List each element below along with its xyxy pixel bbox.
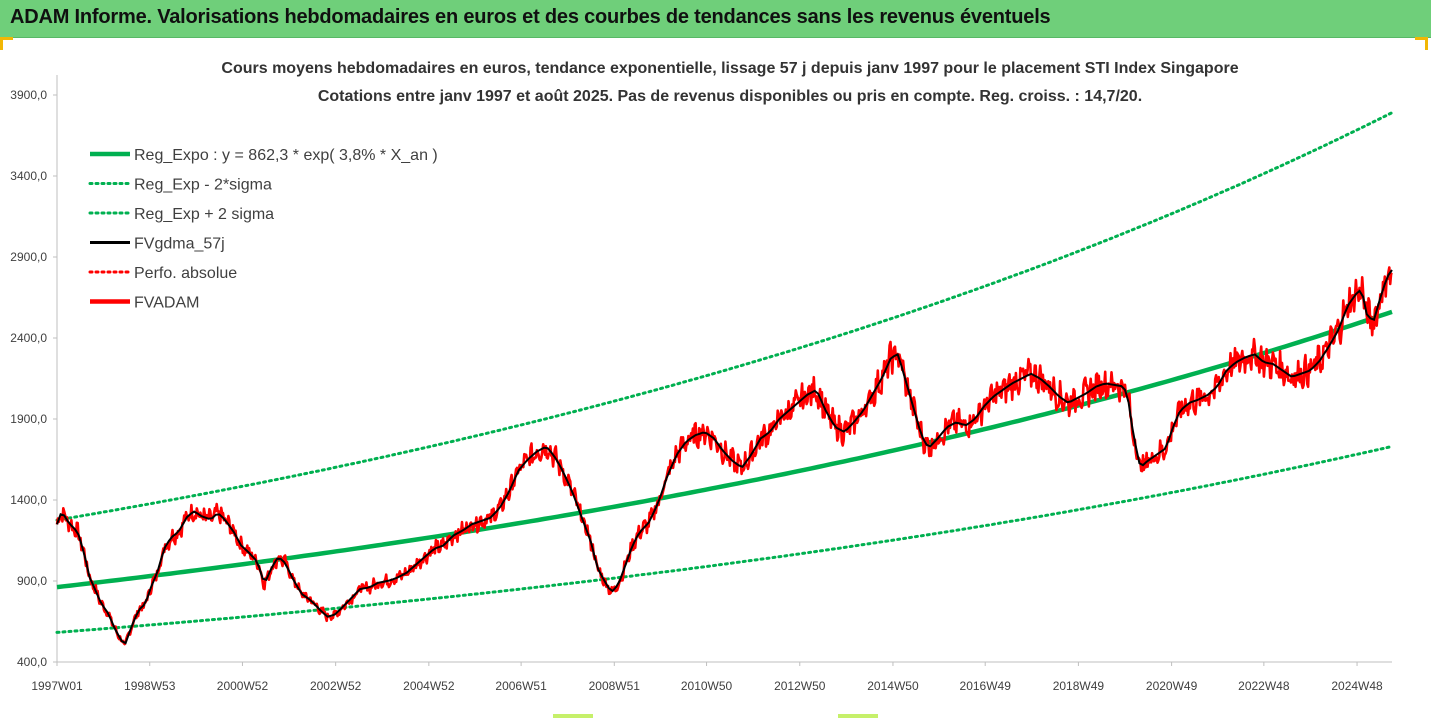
header-banner: ADAM Informe. Valorisations hebdomadaire… (0, 0, 1431, 38)
x-tick-label: 2008W51 (589, 679, 641, 693)
x-tick-label: 2012W50 (774, 679, 826, 693)
series-line-reg-exp-minus-2-sigma (55, 444, 1394, 634)
y-axis-ticks: 400,0 900,0 1400,0 1900,0 2400,0 2900,0 3400,0… (10, 88, 57, 669)
series-line-fvadam (55, 266, 1393, 646)
legend-label: Perfo. absolue (134, 265, 237, 282)
x-tick-label: 2006W51 (495, 679, 547, 693)
legend: Reg_Expo : y = 862,3 * exp( 3,8% * X_an … (88, 147, 438, 312)
y-tick-label: 2400,0 (10, 331, 47, 345)
y-tick-label: 3900,0 (10, 88, 47, 102)
series-line-reg-exp-plus-2-sigma (55, 111, 1394, 522)
axes (56, 75, 1392, 663)
x-tick-label: 2014W50 (867, 679, 919, 693)
bottom-handle-right (838, 714, 878, 718)
y-tick-label: 400,0 (17, 655, 47, 669)
x-tick-label: 2018W49 (1053, 679, 1105, 693)
y-tick-label: 2900,0 (10, 250, 47, 264)
legend-label: Reg_Exp - 2*sigma (134, 177, 272, 194)
y-tick-label: 1900,0 (10, 412, 47, 426)
x-tick-label: 2016W49 (960, 679, 1012, 693)
x-tick-label: 2024W48 (1331, 679, 1383, 693)
series-line-fvgdma-57j (56, 269, 1393, 645)
y-tick-label: 1400,0 (10, 493, 47, 507)
bottom-handle-left (553, 714, 593, 718)
chart-title: Cours moyens hebdomadaires en euros, ten… (221, 60, 1239, 77)
chart-subtitle: Cotations entre janv 1997 et août 2025. … (317, 88, 1143, 105)
legend-label: FVADAM (134, 295, 199, 312)
corner-handle-left (0, 37, 13, 50)
x-tick-label: 2000W52 (217, 679, 269, 693)
legend-label: FVgdma_57j (134, 236, 225, 253)
y-tick-label: 3400,0 (10, 169, 47, 183)
legend-label: Reg_Exp + 2 sigma (134, 206, 274, 223)
x-tick-label: 2020W49 (1146, 679, 1198, 693)
corner-handle-right (1415, 37, 1428, 50)
x-tick-label: 2004W52 (403, 679, 455, 693)
series-lines (55, 111, 1394, 646)
x-tick-label: 2002W52 (310, 679, 362, 693)
x-tick-label: 2010W50 (681, 679, 733, 693)
y-tick-label: 900,0 (17, 574, 47, 588)
x-axis-ticks: 1997W01 1998W53 2000W52 2002W52 2004W52 2006W… (31, 662, 1383, 693)
x-tick-label: 1997W01 (31, 679, 83, 693)
report-title: ADAM Informe. Valorisations hebdomadaire… (10, 6, 1051, 28)
legend-label: Reg_Expo : y = 862,3 * exp( 3,8% * X_an … (134, 147, 438, 164)
x-tick-label: 2022W48 (1238, 679, 1290, 693)
x-tick-label: 1998W53 (124, 679, 176, 693)
